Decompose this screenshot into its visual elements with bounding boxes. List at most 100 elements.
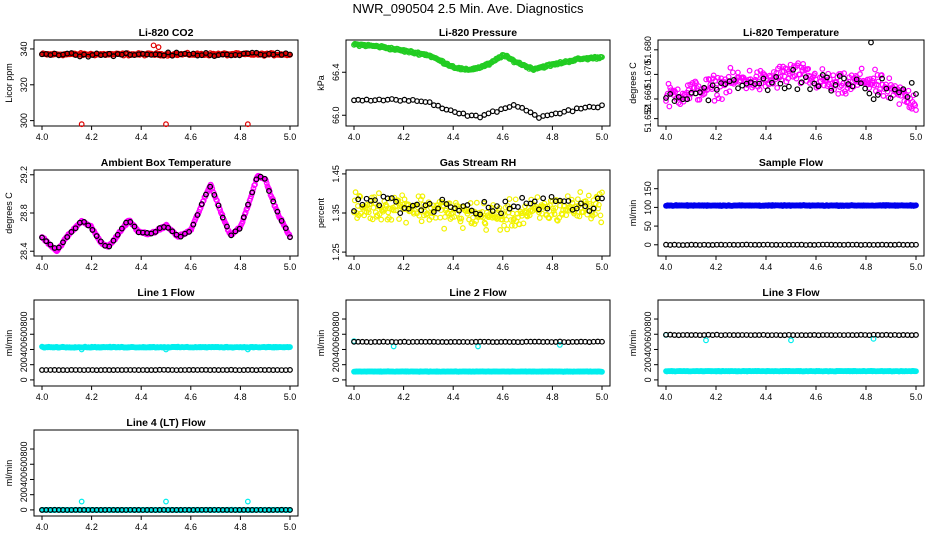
x-tick-label: 4.2 <box>397 262 410 272</box>
y-tick-label: 1.35 <box>331 204 341 222</box>
data-point <box>536 209 542 216</box>
series-secondary <box>39 49 293 60</box>
data-point <box>715 95 722 102</box>
data-point <box>769 79 775 86</box>
data-point <box>552 205 559 211</box>
data-point <box>599 54 605 61</box>
data-point <box>482 220 489 227</box>
data-point <box>588 215 595 222</box>
data-point <box>60 239 66 246</box>
data-point <box>371 194 378 201</box>
data-point <box>55 244 62 251</box>
x-tick-label: 5.0 <box>284 132 297 142</box>
data-point <box>236 225 243 232</box>
data-point <box>531 111 538 118</box>
data-point <box>355 196 362 203</box>
y-tick-label: 400 <box>643 342 653 357</box>
data-point <box>480 214 486 221</box>
data-point <box>160 52 167 59</box>
data-point <box>730 77 737 83</box>
data-point <box>576 213 583 220</box>
data-point <box>896 101 903 108</box>
y-tick-label: 28.8 <box>19 204 29 222</box>
y-axis-label: Licor ppm <box>4 63 14 103</box>
data-point <box>858 65 865 72</box>
data-point-outlier <box>163 498 169 505</box>
data-point <box>722 81 729 87</box>
data-point <box>456 207 462 214</box>
data-point <box>756 80 763 87</box>
data-point <box>785 83 792 90</box>
data-point <box>372 200 378 206</box>
data-point <box>597 212 604 219</box>
data-point <box>913 91 919 97</box>
data-point <box>443 201 450 207</box>
x-tick-label: 4.8 <box>860 132 873 142</box>
y-tick-label: 66.0 <box>331 106 341 124</box>
data-point <box>711 97 718 104</box>
data-point <box>675 94 682 100</box>
data-point <box>266 188 272 194</box>
data-point <box>544 205 551 212</box>
data-point <box>376 202 383 209</box>
data-point <box>870 96 877 103</box>
panel-title: Li-820 Pressure <box>439 27 517 39</box>
x-tick-label: 4.4 <box>135 522 148 532</box>
data-point <box>586 208 593 214</box>
y-tick-label: 0 <box>331 377 341 382</box>
data-point <box>849 83 856 90</box>
data-point <box>776 63 783 70</box>
y-axis-label: degrees C <box>628 62 638 104</box>
data-point <box>805 65 812 72</box>
data-point <box>599 338 605 345</box>
data-point <box>823 77 830 83</box>
data-point <box>198 52 205 59</box>
data-point <box>451 213 458 220</box>
data-point <box>481 198 488 205</box>
data-point <box>372 197 378 204</box>
data-point <box>403 219 409 226</box>
x-tick-label: 4.4 <box>135 262 148 272</box>
y-tick-label: 1.45 <box>331 165 341 183</box>
data-point <box>483 227 490 233</box>
data-point <box>39 234 45 241</box>
data-point <box>68 229 75 235</box>
data-point <box>735 85 741 92</box>
data-point <box>577 189 584 195</box>
data-point <box>464 202 471 208</box>
data-point <box>93 233 100 239</box>
y-tick-label: 600 <box>331 327 341 342</box>
data-point <box>857 71 863 77</box>
data-point <box>536 215 543 221</box>
data-point <box>97 238 104 245</box>
data-point <box>592 200 599 207</box>
data-point <box>568 196 575 203</box>
series-secondary <box>39 506 293 513</box>
data-point <box>887 95 894 102</box>
data-point <box>118 225 125 232</box>
x-tick-label: 4.2 <box>710 262 723 272</box>
data-point <box>501 222 507 229</box>
x-tick-label: 5.0 <box>284 262 297 272</box>
x-tick-label: 4.6 <box>497 392 510 402</box>
data-point <box>169 52 176 59</box>
data-point <box>194 212 201 218</box>
data-point <box>356 192 363 199</box>
data-point <box>573 205 580 212</box>
data-point <box>393 198 399 205</box>
data-point <box>758 80 765 87</box>
series-main <box>351 338 605 375</box>
data-point <box>253 176 260 183</box>
data-point <box>287 507 293 513</box>
data-point <box>674 86 681 93</box>
plot-frame <box>33 299 299 387</box>
panel-2: Li-820 Pressure 4.0 4.2 4.4 4.6 4.8 5.0 66.0 66.… <box>316 27 611 142</box>
x-tick-label: 4.6 <box>185 262 198 272</box>
data-point <box>498 210 505 217</box>
data-point <box>878 72 885 78</box>
plot-frame <box>345 299 611 387</box>
data-point <box>900 86 907 93</box>
data-point-outlier <box>244 346 251 353</box>
series-main <box>663 332 919 375</box>
data-point <box>489 208 496 214</box>
